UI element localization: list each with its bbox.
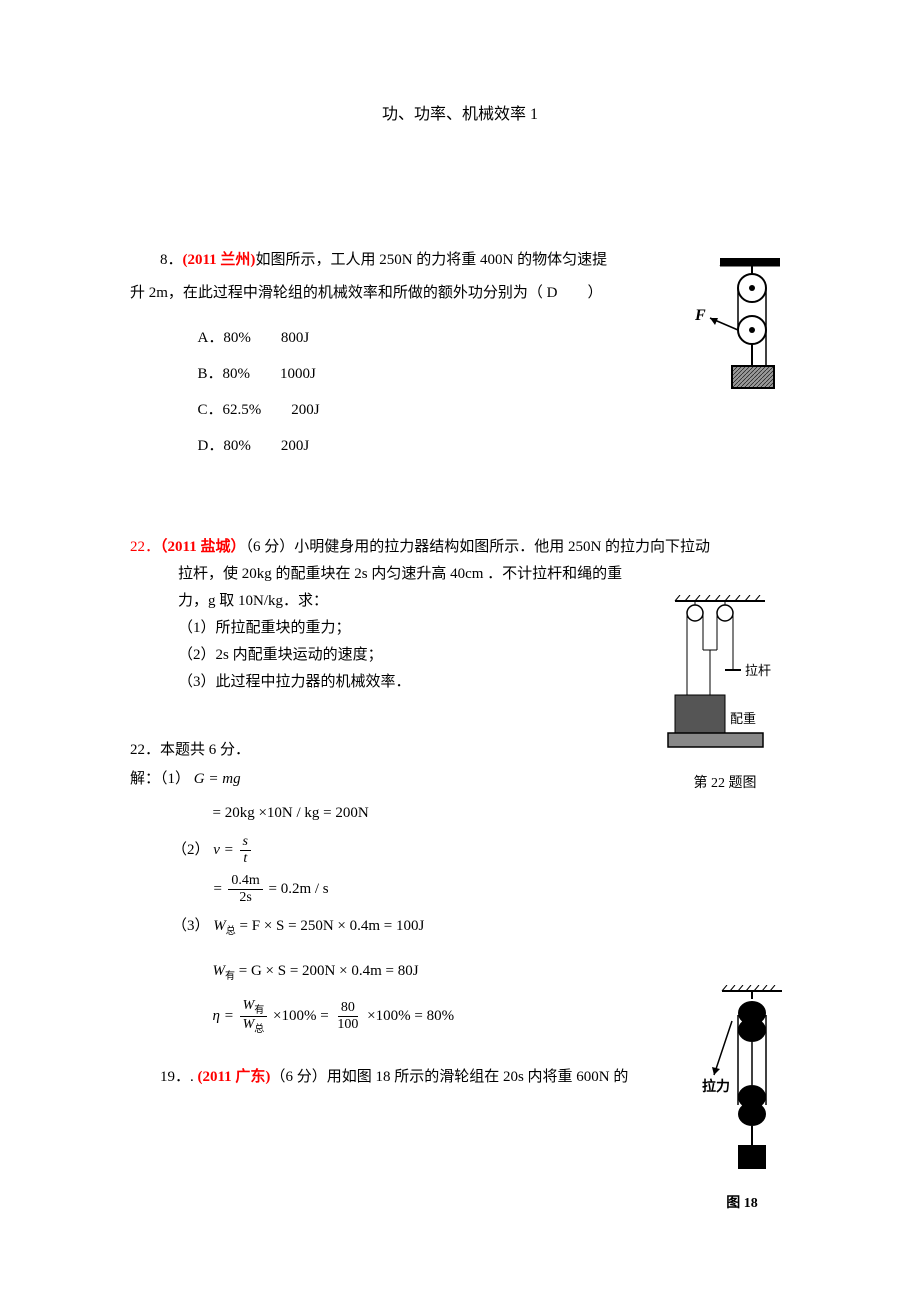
eq2: v = st <box>213 842 253 858</box>
q19-text: 用如图 18 所示的滑轮组在 20s 内将重 600N 的 <box>327 1069 629 1085</box>
q22-figcap: 第 22 题图 <box>680 772 770 792</box>
q22-number: 22． <box>130 539 160 555</box>
eq3a-rhs: = F × S = 250N × 0.4m = 100J <box>236 918 425 934</box>
svg-text:F: F <box>694 307 706 324</box>
q19-number: 19．. <box>160 1069 194 1085</box>
eq2-frac: st <box>240 834 251 867</box>
q22-source: （2011 盐城） <box>160 539 245 555</box>
eq1b-text: = 20kg ×10N / kg = 200N <box>213 805 369 821</box>
eq3c-eta: η = <box>213 1008 234 1024</box>
sol22: 解：（1） G = mg = 20kg ×10N / kg = 200N （2）… <box>130 765 790 1036</box>
eq3c-den-sub: 总 <box>254 1024 264 1035</box>
eq3b-w: W <box>213 963 226 979</box>
sol22-p1-label: （1） <box>160 771 190 787</box>
svg-text:拉杆: 拉杆 <box>745 663 771 678</box>
eq3c-den: W总 <box>240 1017 268 1035</box>
sol22-p3-label: （3） <box>172 918 210 934</box>
eq1: G = mg <box>194 771 241 787</box>
q8-number: 8． <box>160 252 183 268</box>
q8-opt-d: D．80% 200J <box>198 428 791 464</box>
q19-points: （6 分） <box>270 1069 326 1085</box>
eq3c-num2: 80 <box>338 1000 358 1017</box>
eq3b: W有 = G × S = 200N × 0.4m = 80J <box>213 957 791 986</box>
q22-text1: 小明健身用的拉力器结构如图所示．他用 250N 的拉力向下拉动 <box>294 539 710 555</box>
q19-line: 19．. (2011 广东)（6 分）用如图 18 所示的滑轮组在 20s 内将… <box>160 1065 650 1086</box>
eq3c-frac2: 80 100 <box>334 1000 361 1033</box>
eq3b-sub: 有 <box>225 971 235 982</box>
q8-source: (2011 兰州) <box>183 252 256 268</box>
sol22-solve: 解： <box>130 771 160 787</box>
eq2-num: s <box>240 834 251 851</box>
eq3a: W总 = F × S = 250N × 0.4m = 100J <box>213 918 424 934</box>
eq3c-den-w: W <box>243 1017 255 1032</box>
eq2b: = 0.4m2s = 0.2m / s <box>213 873 791 906</box>
page-title: 功、功率、机械效率 1 <box>130 100 790 124</box>
eq3c-end: ×100% = 80% <box>367 1008 454 1024</box>
eq2b-frac: 0.4m2s <box>228 873 262 906</box>
sol22-p3: （3） W总 = F × S = 250N × 0.4m = 100J <box>172 912 790 941</box>
eq3c-num-w: W <box>243 998 255 1013</box>
eq3c-den2: 100 <box>334 1017 361 1033</box>
sol22-p2-label: （2） <box>172 842 210 858</box>
q19-figcap: 图 18 <box>712 1192 772 1212</box>
eq2b-den: 2s <box>236 890 254 906</box>
eq2-den: t <box>240 851 250 867</box>
eq3a-sub: 总 <box>226 926 236 937</box>
q8-figure: F <box>690 258 780 398</box>
q22-points: （6 分） <box>245 539 294 555</box>
eq3c-mid: ×100% = <box>273 1008 329 1024</box>
q19-source: (2011 广东) <box>198 1069 271 1085</box>
q22-text: 22．（2011 盐城）（6 分）小明健身用的拉力器结构如图所示．他用 250N… <box>130 534 790 561</box>
problem-19: 19．. (2011 广东)（6 分）用如图 18 所示的滑轮组在 20s 内将… <box>130 1065 790 1086</box>
sol22-p2: （2） v = st <box>172 834 790 867</box>
page: 功、功率、机械效率 1 8．(2011 兰州)如图所示，工人用 250N 的力将… <box>0 0 920 1086</box>
eq3c-num: W有 <box>240 998 268 1017</box>
q22-figure: 拉杆 配重 <box>665 595 775 765</box>
eq3c-num-sub: 有 <box>254 1005 264 1016</box>
eq2-lhs: v = <box>213 842 234 858</box>
eq2b-num: 0.4m <box>228 873 262 890</box>
eq3b-rhs: = G × S = 200N × 0.4m = 80J <box>235 963 419 979</box>
eq3c-frac1: W有 W总 <box>240 998 268 1036</box>
svg-text:配重: 配重 <box>730 711 756 726</box>
eq2b-rhs: = 0.2m / s <box>269 881 329 897</box>
eq1b: = 20kg ×10N / kg = 200N <box>213 799 791 828</box>
q8-text1: 如图所示，工人用 250N 的力将重 400N 的物体匀速提 <box>255 252 607 268</box>
eq3a-w: W <box>213 918 226 934</box>
